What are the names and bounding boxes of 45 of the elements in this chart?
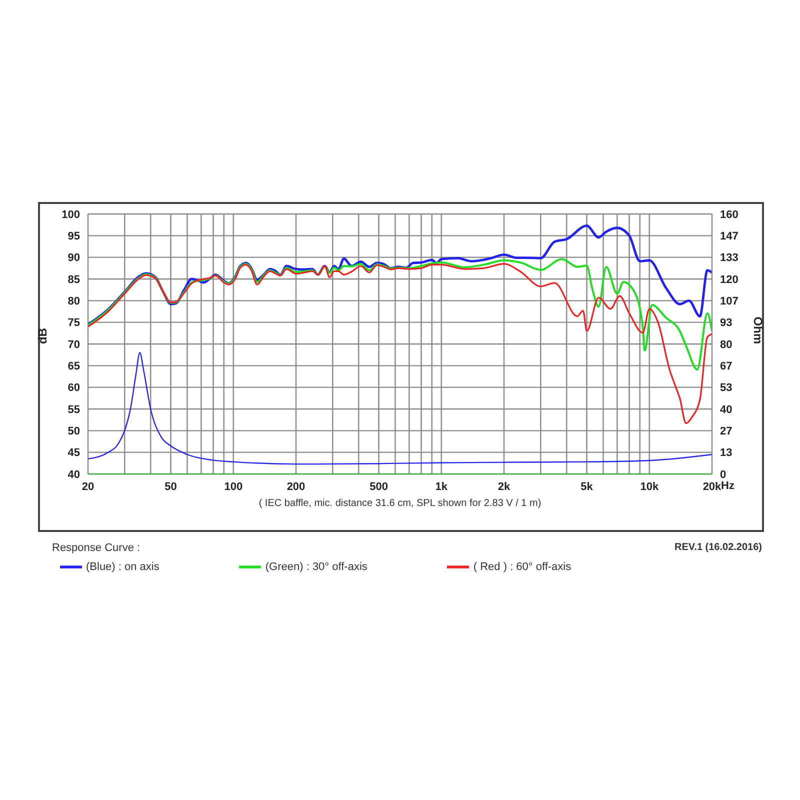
y-tick-label: 80: [68, 296, 80, 308]
x-tick-label: 1k: [435, 480, 448, 493]
y-tick-label: 70: [68, 338, 80, 351]
y-tick-label: 50: [68, 426, 80, 438]
x-tick-label: 5k: [580, 480, 594, 493]
x-tick-label: 500: [370, 480, 388, 493]
y2-tick-label: 107: [720, 296, 738, 308]
x-tick-label: 200: [286, 480, 306, 493]
legend-label: ( Red ) : 60° off-axis: [473, 560, 572, 573]
x-tick-label: 100: [224, 480, 243, 493]
y-tick-label: 95: [68, 230, 80, 243]
y-tick-label: 45: [68, 447, 80, 460]
y2-tick-label: 0: [720, 468, 726, 481]
y-tick-label: 65: [68, 360, 80, 373]
y2-tick-label: 80: [720, 338, 732, 351]
y2-tick-label: 13: [720, 447, 732, 460]
y2-tick-label: 133: [720, 252, 738, 264]
y-tick-label: 75: [68, 317, 80, 330]
text: Response Curve :: [52, 542, 140, 554]
legend-label: (Green) : 30° off-axis: [265, 560, 368, 573]
y2-tick-label: 120: [720, 274, 738, 286]
y2-tick-label: 40: [720, 404, 732, 416]
y-axis-title: dB: [35, 328, 50, 344]
x-tick-label: 2k: [498, 480, 511, 493]
y-tick-label: 60: [68, 382, 80, 394]
y-tick-label: 55: [68, 404, 80, 416]
x-tick-label: 10k: [640, 480, 660, 493]
x-axis-title: ( IEC baffle, mic. distance 31.6 cm, SPL shown for 2.83 V / 1 m): [258, 498, 542, 509]
y2-tick-label: 67: [720, 360, 732, 373]
y2-tick-label: 53: [720, 382, 732, 394]
y-tick-label: 100: [62, 208, 80, 221]
y2-tick-label: 93: [720, 317, 732, 330]
y2-tick-label: 27: [720, 426, 732, 438]
y2-tick-label: 160: [720, 208, 738, 221]
y-tick-label: 40: [68, 468, 80, 481]
x-tick-label: 20k: [702, 480, 722, 493]
y-tick-label: 90: [68, 252, 80, 264]
text: Hz: [721, 480, 734, 492]
x-tick-label: 50: [164, 480, 177, 493]
x-tick-label: 20: [82, 480, 94, 493]
legend-label: (Blue) : on axis: [86, 560, 160, 573]
text: REV.1 (16.02.2016): [674, 542, 762, 553]
y-tick-label: 85: [68, 274, 80, 286]
y2-tick-label: 147: [720, 230, 738, 243]
y2-axis-title: Ohm: [750, 316, 765, 344]
